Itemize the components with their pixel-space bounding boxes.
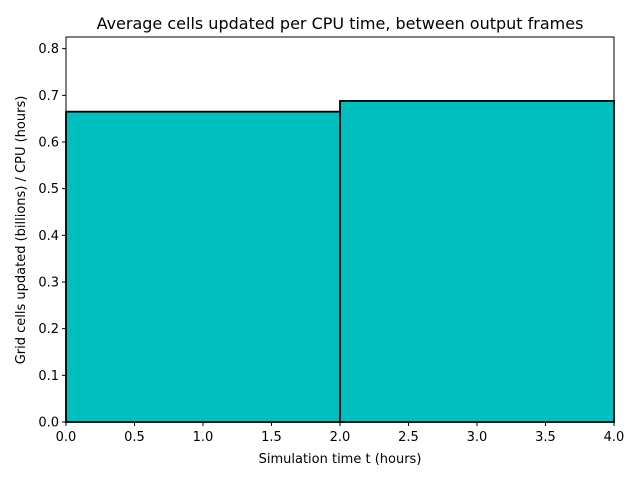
x-tick-label: 0.5	[124, 430, 145, 445]
y-tick-label: 0.5	[38, 182, 59, 197]
chart-title: Average cells updated per CPU time, betw…	[97, 14, 584, 33]
y-tick-label: 0.2	[38, 322, 59, 337]
bar-1	[65, 110, 341, 423]
x-tick-label: 0.0	[56, 430, 77, 445]
x-tick-label: 2.5	[398, 430, 419, 445]
bar-2	[339, 100, 615, 423]
y-tick-label: 0.8	[38, 42, 59, 57]
x-tick-label: 2.0	[330, 430, 351, 445]
y-tick-label: 0.3	[38, 276, 59, 291]
x-tick-label: 3.5	[535, 430, 556, 445]
y-tick-label: 0.7	[38, 89, 59, 104]
x-axis: 0.0 0.5 1.0 1.5 2.0 2.5 3.0 3.5 4.0	[56, 422, 625, 445]
y-axis-label: Grid cells updated (billions) / CPU (hou…	[14, 96, 29, 365]
y-axis: 0.0 0.1 0.2 0.3 0.4 0.5 0.6 0.7 0.8	[38, 42, 66, 431]
x-tick-label: 1.5	[261, 430, 282, 445]
x-tick-label: 4.0	[604, 430, 625, 445]
y-tick-label: 0.4	[38, 229, 59, 244]
y-tick-label: 0.1	[38, 369, 59, 384]
x-axis-label: Simulation time t (hours)	[259, 452, 422, 467]
x-tick-label: 1.0	[193, 430, 214, 445]
y-tick-label: 0.6	[38, 136, 59, 151]
y-tick-label: 0.0	[38, 416, 59, 431]
bars-group	[65, 100, 615, 423]
x-tick-label: 3.0	[467, 430, 488, 445]
